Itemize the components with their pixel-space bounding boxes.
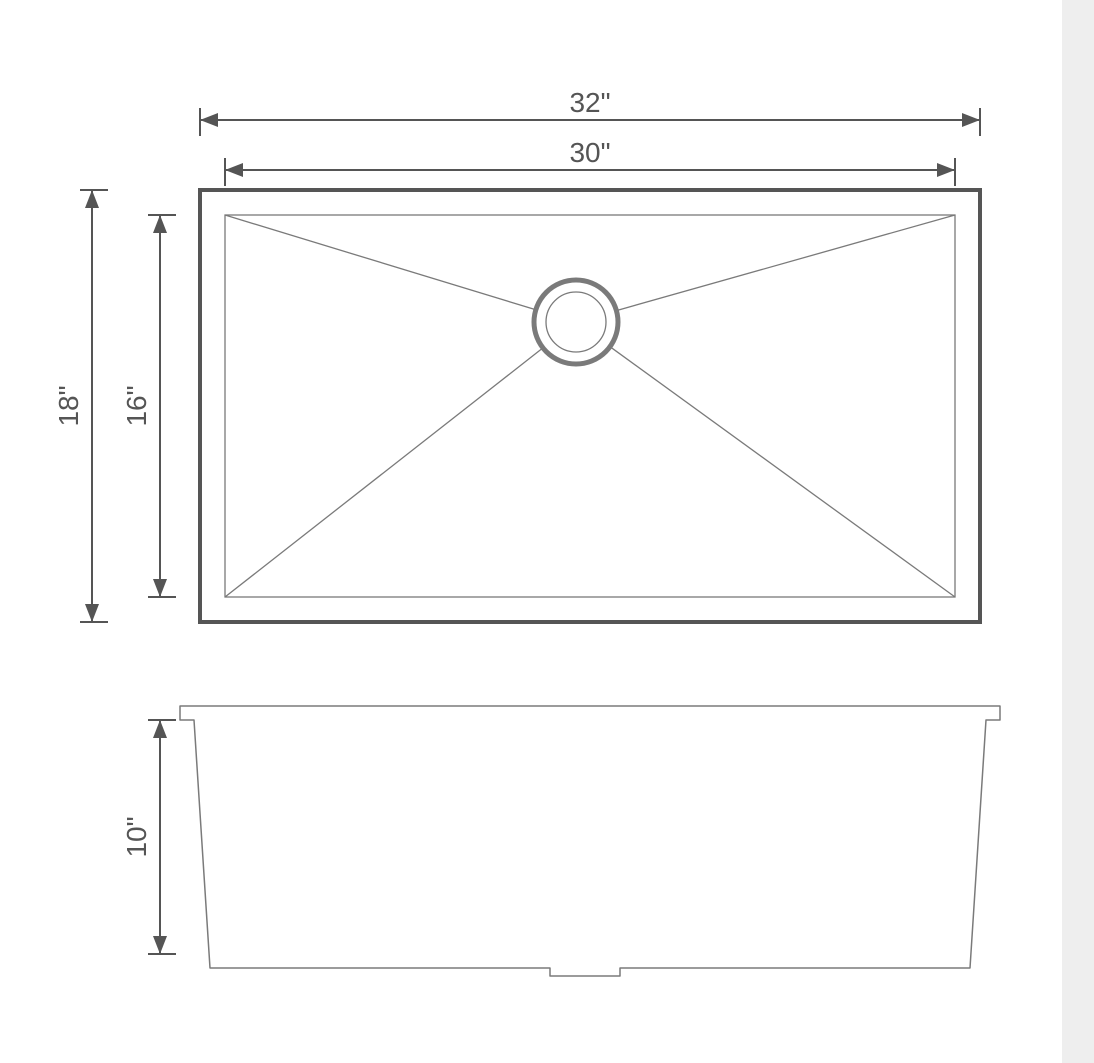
dim-depth-label: 10" [121, 816, 152, 857]
diagram-page: 32" 30" 18" 16" 10" [0, 0, 1094, 1063]
dim-outer-height-label: 18" [53, 385, 84, 426]
dim-inner-width-label: 30" [569, 137, 610, 168]
dim-outer-width-label: 32" [569, 87, 610, 118]
dim-inner-height-label: 16" [121, 385, 152, 426]
technical-drawing: 32" 30" 18" 16" 10" [0, 0, 1094, 1063]
